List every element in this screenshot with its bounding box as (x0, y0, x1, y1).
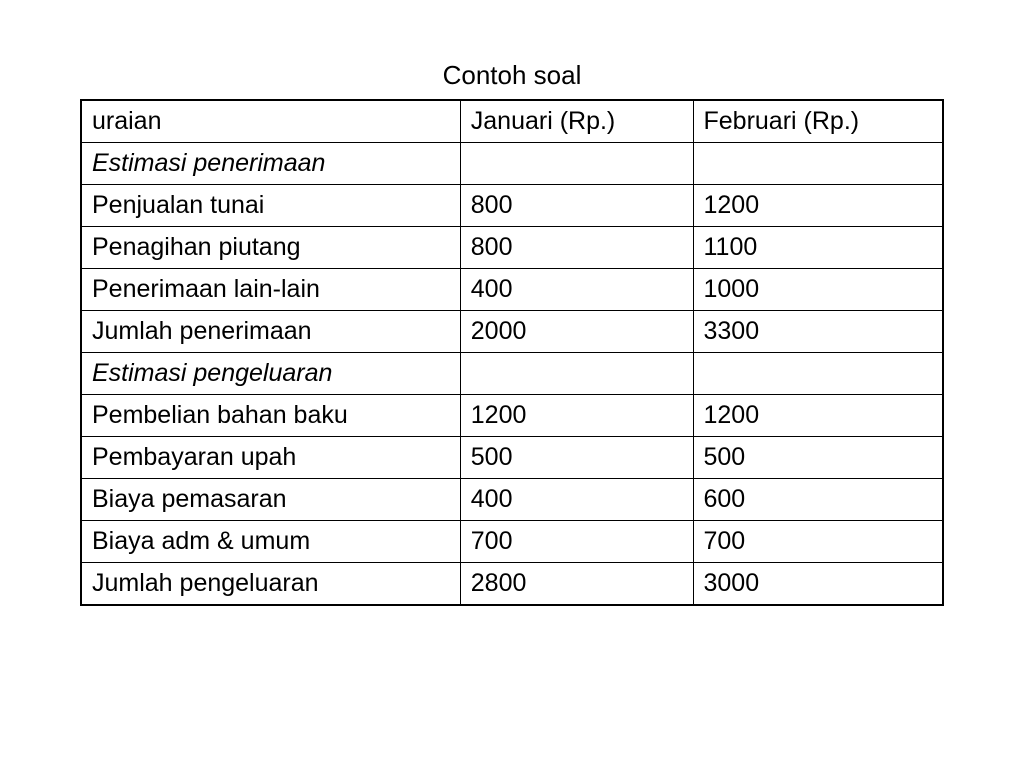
cell-label: Penjualan tunai (81, 185, 460, 227)
table-row: Biaya adm & umum 700 700 (81, 521, 943, 563)
cell-jan: 1200 (460, 395, 693, 437)
table-row: Biaya pemasaran 400 600 (81, 479, 943, 521)
cell-label: Jumlah pengeluaran (81, 563, 460, 606)
table-row: Penagihan piutang 800 1100 (81, 227, 943, 269)
cell-label: Pembelian bahan baku (81, 395, 460, 437)
cell-jan: 400 (460, 269, 693, 311)
table-row: Estimasi pengeluaran (81, 353, 943, 395)
header-uraian: uraian (81, 100, 460, 143)
budget-table: uraian Januari (Rp.) Februari (Rp.) Esti… (80, 99, 944, 606)
table-row: Jumlah penerimaan 2000 3300 (81, 311, 943, 353)
table-row: Pembayaran upah 500 500 (81, 437, 943, 479)
cell-label: Biaya adm & umum (81, 521, 460, 563)
table-row: Pembelian bahan baku 1200 1200 (81, 395, 943, 437)
cell-jan (460, 143, 693, 185)
cell-label: Jumlah penerimaan (81, 311, 460, 353)
cell-feb: 500 (693, 437, 943, 479)
cell-feb: 600 (693, 479, 943, 521)
cell-label: Estimasi penerimaan (81, 143, 460, 185)
cell-feb: 1200 (693, 395, 943, 437)
cell-jan: 2000 (460, 311, 693, 353)
cell-feb: 700 (693, 521, 943, 563)
cell-feb (693, 143, 943, 185)
cell-label: Penagihan piutang (81, 227, 460, 269)
cell-label: Penerimaan lain-lain (81, 269, 460, 311)
cell-label: Biaya pemasaran (81, 479, 460, 521)
cell-label: Estimasi pengeluaran (81, 353, 460, 395)
header-januari: Januari (Rp.) (460, 100, 693, 143)
page-title: Contoh soal (80, 60, 944, 91)
cell-feb: 1200 (693, 185, 943, 227)
cell-label: Pembayaran upah (81, 437, 460, 479)
cell-feb: 3000 (693, 563, 943, 606)
cell-jan: 800 (460, 185, 693, 227)
cell-jan: 2800 (460, 563, 693, 606)
cell-feb: 1100 (693, 227, 943, 269)
cell-feb: 1000 (693, 269, 943, 311)
cell-feb (693, 353, 943, 395)
cell-jan: 400 (460, 479, 693, 521)
table-row: Penjualan tunai 800 1200 (81, 185, 943, 227)
cell-feb: 3300 (693, 311, 943, 353)
cell-jan: 500 (460, 437, 693, 479)
table-row: Estimasi penerimaan (81, 143, 943, 185)
table-header-row: uraian Januari (Rp.) Februari (Rp.) (81, 100, 943, 143)
table-row: Jumlah pengeluaran 2800 3000 (81, 563, 943, 606)
cell-jan: 800 (460, 227, 693, 269)
cell-jan (460, 353, 693, 395)
table-row: Penerimaan lain-lain 400 1000 (81, 269, 943, 311)
header-februari: Februari (Rp.) (693, 100, 943, 143)
cell-jan: 700 (460, 521, 693, 563)
